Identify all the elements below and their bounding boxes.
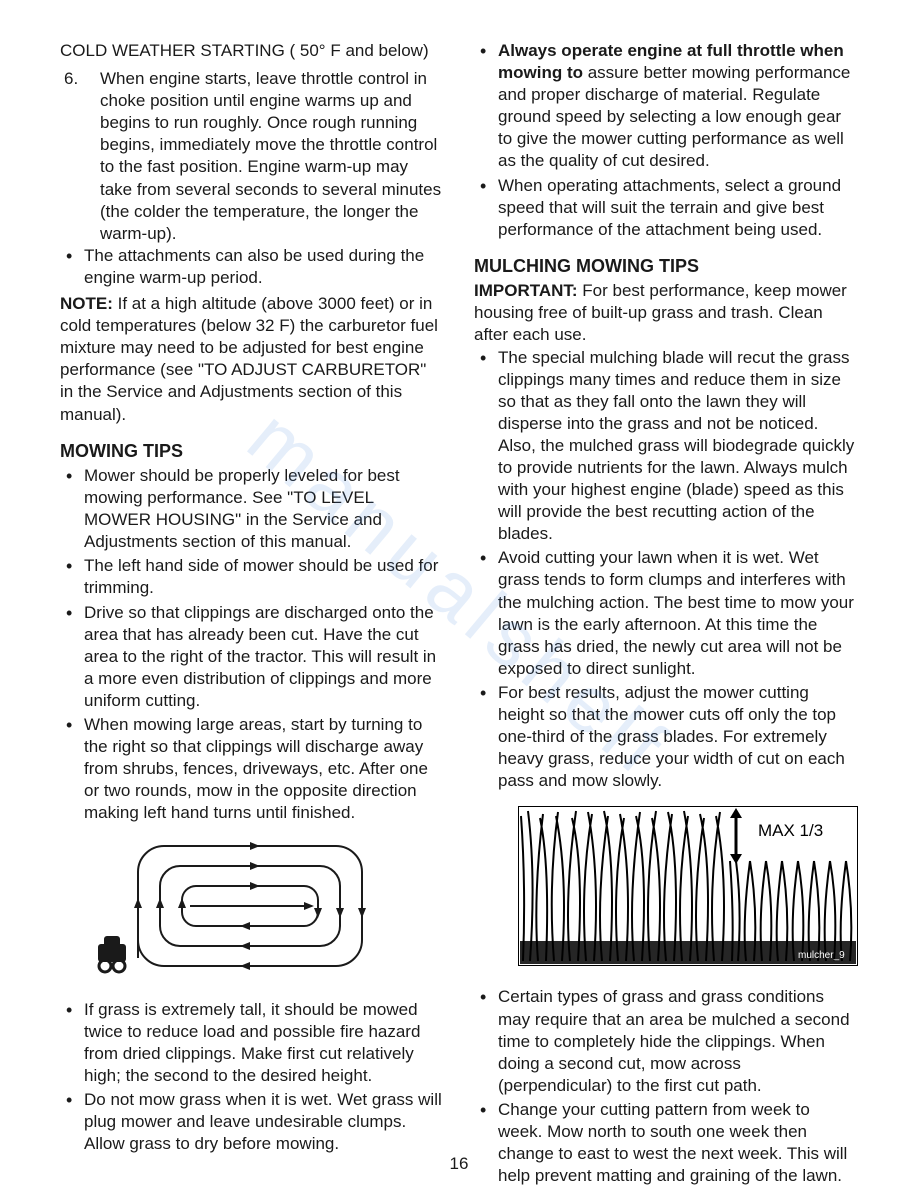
- mowing-bullets-2: If grass is extremely tall, it should be…: [60, 999, 444, 1156]
- step-number: 6.: [64, 68, 78, 90]
- mulch-bullet-5: Change your cutting pattern from week to…: [474, 1099, 858, 1187]
- mowing-bullet-6: Do not mow grass when it is wet. Wet gra…: [60, 1089, 444, 1155]
- mowing-bullet-2: The left hand side of mower should be us…: [60, 555, 444, 599]
- mulcher-label: mulcher_9: [798, 950, 845, 961]
- mulching-bullets-2: Certain types of grass and grass conditi…: [474, 986, 858, 1187]
- throttle-bullet-2: When operating attachments, select a gro…: [474, 175, 858, 241]
- mowing-bullet-5: If grass is extremely tall, it should be…: [60, 999, 444, 1087]
- mulch-bullet-1: The special mulching blade will recut th…: [474, 347, 858, 546]
- numbered-steps: 6. When engine starts, leave throttle co…: [60, 68, 444, 245]
- right-column: Always operate engine at full throttle w…: [474, 40, 858, 1189]
- mowing-bullet-4: When mowing large areas, start by turnin…: [60, 714, 444, 824]
- note-body: If at a high altitude (above 3000 feet) …: [60, 294, 438, 423]
- mulch-bullet-2: Avoid cutting your lawn when it is wet. …: [474, 547, 858, 680]
- important-label: IMPORTANT:: [474, 281, 578, 300]
- important-block: IMPORTANT: For best performance, keep mo…: [474, 280, 858, 346]
- mowing-bullet-1: Mower should be properly leveled for bes…: [60, 465, 444, 553]
- mowing-pattern-diagram: [90, 838, 444, 984]
- step-6: 6. When engine starts, leave throttle co…: [60, 68, 444, 245]
- page-content: COLD WEATHER STARTING ( 50° F and below)…: [60, 40, 858, 1189]
- attachment-bullets: The attachments can also be used during …: [60, 245, 444, 289]
- step-text: When engine starts, leave throttle contr…: [100, 69, 441, 243]
- throttle-bullets: Always operate engine at full throttle w…: [474, 40, 858, 241]
- mulching-bullets: The special mulching blade will recut th…: [474, 347, 858, 793]
- grass-diagram: MAX 1/3 mulcher_9: [488, 806, 858, 972]
- mowing-bullet-3: Drive so that clippings are discharged o…: [60, 602, 444, 712]
- mowing-tips-heading: MOWING TIPS: [60, 440, 444, 463]
- mulch-bullet-3: For best results, adjust the mower cutti…: [474, 682, 858, 792]
- throttle-bullet-1: Always operate engine at full throttle w…: [474, 40, 858, 173]
- max-label: MAX 1/3: [758, 821, 823, 840]
- note-block: NOTE: If at a high altitude (above 3000 …: [60, 293, 444, 426]
- mulch-bullet-4: Certain types of grass and grass conditi…: [474, 986, 858, 1096]
- left-column: COLD WEATHER STARTING ( 50° F and below)…: [60, 40, 444, 1189]
- page-number: 16: [450, 1154, 469, 1174]
- cold-weather-heading: COLD WEATHER STARTING ( 50° F and below): [60, 40, 444, 62]
- bullet-attachments: The attachments can also be used during …: [60, 245, 444, 289]
- mulching-heading: MULCHING MOWING TIPS: [474, 255, 858, 278]
- note-label: NOTE:: [60, 294, 113, 313]
- mowing-bullets: Mower should be properly leveled for bes…: [60, 465, 444, 825]
